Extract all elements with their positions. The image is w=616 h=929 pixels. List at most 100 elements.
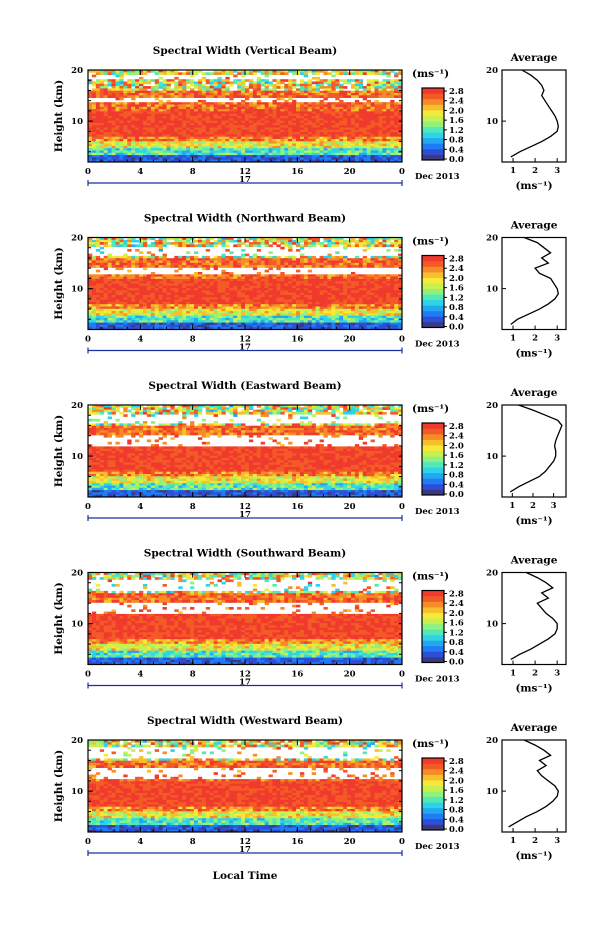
heatmap-cell (135, 136, 140, 140)
heatmap-cell (323, 290, 328, 294)
heatmap-cell (201, 276, 207, 280)
heatmap-cell (256, 265, 262, 268)
heatmap-cell (331, 281, 336, 284)
heatmap-cell (354, 290, 360, 294)
heatmap-cell (213, 155, 218, 158)
heatmap-cell (248, 304, 254, 307)
heatmap-cell (166, 311, 171, 314)
heatmap-cell (115, 283, 120, 287)
heatmap-cell (390, 102, 395, 105)
heatmap-cell (197, 88, 203, 92)
heatmap-cell (331, 255, 336, 259)
heatmap-cell (354, 95, 360, 98)
heatmap-cell (390, 297, 395, 300)
heatmap-cell (221, 132, 226, 135)
heatmap-cell (170, 265, 175, 268)
heatmap-cell (323, 95, 328, 98)
heatmap-cell (311, 116, 317, 119)
heatmap-cell (174, 242, 179, 245)
heatmap-cell (174, 285, 179, 289)
heatmap-cell (209, 143, 215, 147)
heatmap-cell (398, 90, 403, 94)
heatmap-cell (139, 274, 144, 277)
heatmap-cell (213, 143, 218, 147)
heatmap-cell (233, 255, 238, 259)
heatmap-cell (229, 81, 234, 85)
heatmap-cell (256, 122, 262, 126)
heatmap-cell (209, 129, 215, 133)
heatmap-cell (205, 288, 211, 291)
heatmap-cell (174, 262, 179, 266)
heatmap-cell (272, 139, 277, 142)
heatmap-cell (327, 292, 332, 296)
heatmap-cell (88, 136, 93, 140)
heatmap-cell (256, 109, 262, 112)
heatmap-cell (358, 159, 364, 163)
heatmap-cell (190, 150, 195, 154)
heatmap-cell (362, 249, 368, 252)
heatmap-cell (186, 239, 191, 243)
heatmap-cell (91, 152, 97, 156)
heatmap-cell (276, 81, 281, 85)
heatmap-cell (256, 116, 262, 119)
heatmap-cell (272, 278, 277, 282)
heatmap-cell (327, 299, 332, 303)
heatmap-cell (115, 127, 120, 131)
heatmap-cell (327, 81, 332, 85)
heatmap-cell (237, 274, 242, 277)
heatmap-cell (95, 299, 101, 303)
heatmap-cell (280, 295, 285, 298)
heatmap-cell (264, 292, 269, 296)
heatmap-cell (319, 292, 324, 296)
heatmap-cell (296, 118, 301, 121)
heatmap-cell (182, 132, 187, 135)
heatmap-cell (284, 288, 289, 291)
heatmap-cell (127, 244, 132, 248)
heatmap-cell (123, 242, 128, 245)
heatmap-cell (115, 120, 120, 124)
heatmap-cell (350, 95, 356, 98)
heatmap-cell (142, 239, 148, 243)
heatmap-cell (268, 297, 273, 300)
heatmap-cell (260, 122, 266, 126)
heatmap-cell (170, 292, 175, 296)
heatmap-cell (343, 141, 348, 144)
heatmap-cell (190, 262, 195, 266)
heatmap-cell (158, 295, 163, 298)
heatmap-cell (193, 290, 199, 294)
heatmap-cell (398, 283, 403, 287)
heatmap-cell (150, 148, 156, 151)
heatmap-cell (307, 290, 313, 294)
heatmap-cell (91, 155, 97, 158)
heatmap-cell (252, 143, 258, 147)
heatmap-cell (154, 113, 160, 117)
heatmap-cell (307, 242, 313, 245)
heatmap-cell (162, 79, 167, 82)
heatmap-cell (366, 139, 372, 142)
heatmap-cell (319, 134, 324, 138)
heatmap-cell (182, 242, 187, 245)
heatmap-cell (209, 278, 215, 282)
heatmap-cell (217, 262, 222, 266)
heatmap-cell (327, 288, 332, 291)
heatmap-cell (142, 70, 148, 73)
heatmap-cell (158, 308, 163, 312)
heatmap-cells (88, 237, 403, 330)
heatmap-cell (296, 90, 301, 94)
heatmap-cell (166, 95, 171, 98)
heatmap-cell (319, 290, 324, 294)
heatmap-cell (174, 122, 179, 126)
heatmap-cell (350, 297, 356, 300)
heatmap-cell (119, 122, 124, 126)
heatmap-cell (190, 106, 195, 110)
heatmap-cell (268, 306, 273, 310)
heatmap-cell (394, 116, 399, 119)
heatmap-cell (280, 304, 285, 307)
heatmap-cell (91, 111, 97, 115)
heatmap-cell (378, 258, 383, 261)
heatmap-cell (350, 258, 356, 261)
heatmap-cell (154, 125, 160, 128)
heatmap-cell (311, 120, 317, 124)
heatmap-cell (158, 242, 163, 245)
heatmap-cell (193, 251, 199, 254)
